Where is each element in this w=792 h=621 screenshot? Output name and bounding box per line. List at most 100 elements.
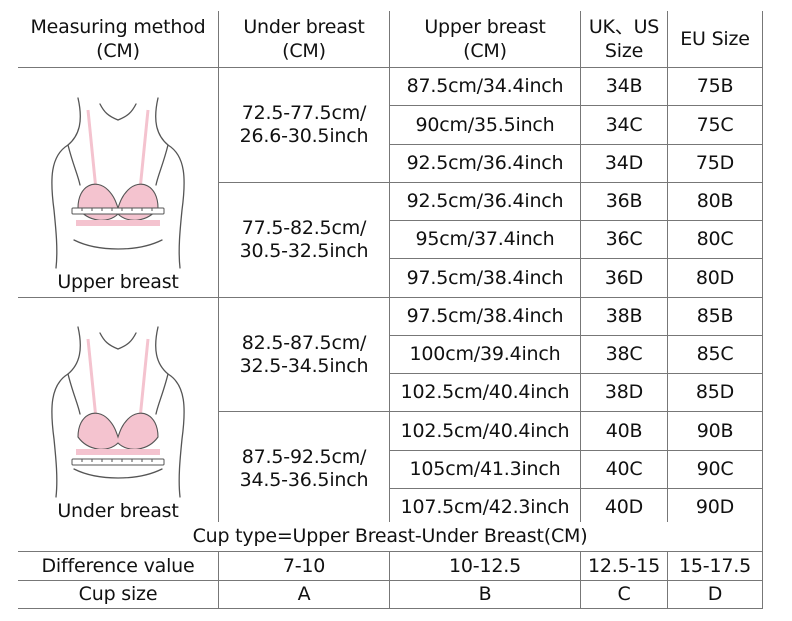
difference-value-c: 12.5-15 (581, 552, 668, 581)
upper-breast-value: 100cm/39.4inch (390, 336, 581, 374)
eu-size: 80B (668, 183, 763, 221)
difference-value-c-text: 12.5-15 (588, 554, 660, 577)
illustration-under-breast: Under breast (18, 298, 219, 527)
eu-size: 85B (668, 298, 763, 336)
cup-size-c: C (581, 581, 668, 609)
uk-us-size: 36D (581, 259, 668, 298)
uk-us-size: 34C (581, 106, 668, 145)
eu-size-text: 90C (696, 458, 734, 480)
difference-value-label: Difference value (18, 552, 219, 581)
under-breast-range: 77.5-82.5cm/ 30.5-32.5inch (219, 183, 390, 298)
illustration-upper-breast: Upper breast (18, 68, 219, 298)
eu-size: 75B (668, 68, 763, 106)
eu-size-text: 80B (696, 190, 734, 212)
upper-breast-value: 95cm/37.4inch (390, 221, 581, 259)
upper-breast-value: 97.5cm/38.4inch (390, 259, 581, 298)
eu-size-text: 85D (695, 381, 735, 403)
upper-breast-value: 87.5cm/34.4inch (390, 68, 581, 106)
upper-breast-value: 97.5cm/38.4inch (390, 298, 581, 336)
upper-breast-value-text: 92.5cm/36.4inch (406, 190, 564, 212)
header-measuring-method: Measuring method (CM) (18, 11, 219, 68)
under-breast-range: 87.5-92.5cm/ 34.5-36.5inch (219, 412, 390, 527)
upper-breast-value: 92.5cm/36.4inch (390, 183, 581, 221)
uk-us-size: 36C (581, 221, 668, 259)
upper-breast-value-text: 92.5cm/36.4inch (406, 152, 564, 174)
upper-breast-value: 107.5cm/42.3inch (390, 489, 581, 527)
eu-size: 75C (668, 106, 763, 145)
uk-us-size-text: 36C (605, 228, 643, 250)
cup-size-a-text: A (297, 583, 311, 605)
uk-us-size-text: 34B (605, 75, 643, 97)
cup-size-d: D (668, 581, 763, 609)
cup-size-b-text: B (478, 583, 492, 605)
cup-size-label: Cup size (18, 581, 219, 609)
header-eu-size-text: EU Size (680, 28, 750, 50)
eu-size-text: 85B (696, 305, 734, 327)
uk-us-size-text: 38B (605, 305, 643, 327)
eu-size: 90D (668, 489, 763, 527)
uk-us-size: 40B (581, 412, 668, 451)
cup-type-formula-text: Cup type=Upper Breast-Under Breast(CM) (192, 525, 588, 547)
difference-value-b-text: 10-12.5 (449, 554, 521, 577)
difference-value-a: 7-10 (219, 552, 390, 581)
eu-size-text: 90B (696, 419, 734, 442)
measuring-tape (71, 458, 165, 466)
eu-size: 75D (668, 145, 763, 183)
eu-size: 85C (668, 336, 763, 374)
eu-size: 80C (668, 221, 763, 259)
difference-value-a-text: 7-10 (282, 554, 326, 577)
uk-us-size-text: 34D (604, 152, 644, 174)
uk-us-size-text: 40B (605, 419, 643, 442)
difference-value-label-text: Difference value (41, 554, 195, 577)
upper-breast-value-text: 97.5cm/38.4inch (406, 266, 564, 289)
upper-breast-value: 105cm/41.3inch (390, 451, 581, 489)
uk-us-size-text: 36D (604, 266, 644, 289)
upper-breast-value-text: 87.5cm/34.4inch (406, 75, 564, 97)
under-breast-range-text: 77.5-82.5cm/ 30.5-32.5inch (239, 217, 369, 262)
eu-size-text: 85C (696, 343, 734, 365)
eu-size-text: 75B (696, 75, 734, 97)
upper-breast-value: 102.5cm/40.4inch (390, 374, 581, 412)
upper-breast-value-text: 95cm/37.4inch (415, 228, 555, 250)
header-under-breast-text: Under breast (CM) (243, 16, 365, 62)
header-under-breast: Under breast (CM) (219, 11, 390, 68)
header-upper-breast: Upper breast (CM) (390, 11, 581, 68)
eu-size: 80D (668, 259, 763, 298)
upper-breast-value: 102.5cm/40.4inch (390, 412, 581, 451)
header-measuring-method-text: Measuring method (CM) (30, 16, 206, 62)
measuring-tape (71, 207, 165, 215)
eu-size: 90C (668, 451, 763, 489)
uk-us-size: 38C (581, 336, 668, 374)
eu-size: 85D (668, 374, 763, 412)
cup-type-formula: Cup type=Upper Breast-Under Breast(CM) (18, 522, 763, 552)
uk-us-size-text: 40C (605, 458, 643, 480)
cup-size-c-text: C (617, 583, 631, 605)
upper-breast-value-text: 105cm/41.3inch (409, 458, 561, 480)
under-breast-caption: Under breast (57, 500, 179, 522)
upper-breast-value: 90cm/35.5inch (390, 106, 581, 145)
uk-us-size: 40C (581, 451, 668, 489)
upper-breast-value-text: 97.5cm/38.4inch (406, 305, 564, 327)
header-uk-us-size-text: UK、US Size (588, 16, 660, 62)
under-breast-range-text: 87.5-92.5cm/ 34.5-36.5inch (239, 446, 369, 491)
header-eu-size: EU Size (668, 11, 763, 68)
eu-size-text: 80C (696, 228, 734, 250)
cup-size-a: A (219, 581, 390, 609)
under-breast-range-text: 72.5-77.5cm/ 26.6-30.5inch (239, 102, 369, 147)
cup-size-b: B (390, 581, 581, 609)
upper-breast-caption: Upper breast (57, 271, 179, 293)
uk-us-size-text: 36B (605, 190, 643, 212)
upper-breast-value-text: 100cm/39.4inch (409, 343, 561, 365)
upper-breast-value-text: 90cm/35.5inch (415, 113, 555, 136)
uk-us-size-text: 40D (604, 496, 644, 518)
uk-us-size-text: 34C (605, 113, 643, 136)
eu-size-text: 75C (696, 113, 734, 136)
header-uk-us-size: UK、US Size (581, 11, 668, 68)
uk-us-size-text: 38C (605, 343, 643, 365)
upper-breast-value: 92.5cm/36.4inch (390, 145, 581, 183)
cup-size-d-text: D (707, 583, 723, 605)
under-breast-range: 72.5-77.5cm/ 26.6-30.5inch (219, 68, 390, 183)
difference-value-d: 15-17.5 (668, 552, 763, 581)
uk-us-size: 34D (581, 145, 668, 183)
